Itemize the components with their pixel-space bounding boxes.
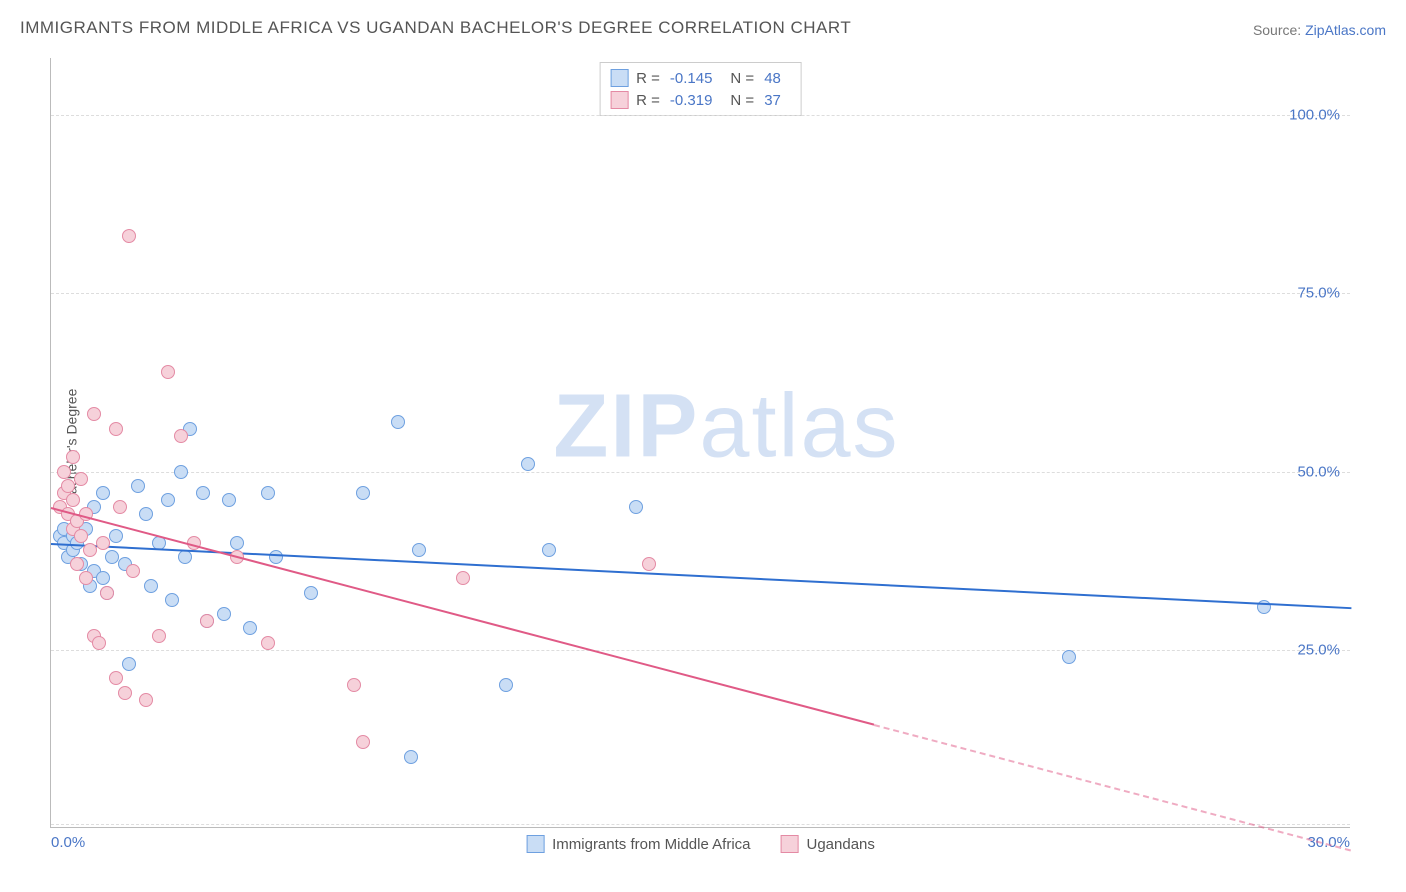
data-point: [347, 678, 361, 692]
r-label: R =: [636, 92, 660, 109]
y-tick-label: 50.0%: [1297, 463, 1340, 480]
data-point: [109, 529, 123, 543]
r-value: -0.319: [670, 92, 713, 109]
legend-swatch: [526, 835, 544, 853]
scatter-plot: ZIPatlas R =-0.145N =48R =-0.319N =37 Im…: [50, 58, 1350, 828]
data-point: [499, 678, 513, 692]
legend-item: Ugandans: [781, 835, 875, 853]
data-point: [178, 550, 192, 564]
data-point: [165, 593, 179, 607]
data-point: [261, 486, 275, 500]
r-label: R =: [636, 70, 660, 87]
trend-line: [51, 507, 875, 726]
watermark-zip: ZIP: [553, 377, 699, 477]
data-point: [92, 636, 106, 650]
data-point: [96, 486, 110, 500]
gridline: [51, 824, 1350, 825]
data-point: [96, 571, 110, 585]
legend-swatch: [610, 91, 628, 109]
source-attribution: Source: ZipAtlas.com: [1253, 22, 1386, 38]
gridline: [51, 115, 1350, 116]
data-point: [230, 536, 244, 550]
data-point: [79, 571, 93, 585]
data-point: [217, 607, 231, 621]
legend-label: Ugandans: [807, 836, 875, 853]
n-value: 37: [764, 92, 781, 109]
source-label: Source:: [1253, 22, 1301, 38]
data-point: [404, 750, 418, 764]
trend-line: [874, 724, 1351, 851]
data-point: [144, 579, 158, 593]
legend-series: Immigrants from Middle Africa Ugandans: [526, 835, 875, 853]
data-point: [200, 614, 214, 628]
data-point: [109, 422, 123, 436]
y-tick-label: 25.0%: [1297, 641, 1340, 658]
data-point: [412, 543, 426, 557]
watermark-atlas: atlas: [699, 377, 899, 477]
legend-label: Immigrants from Middle Africa: [552, 836, 750, 853]
data-point: [222, 493, 236, 507]
data-point: [456, 571, 470, 585]
data-point: [113, 500, 127, 514]
data-point: [304, 586, 318, 600]
data-point: [261, 636, 275, 650]
data-point: [196, 486, 210, 500]
n-label: N =: [730, 92, 754, 109]
legend-swatch: [781, 835, 799, 853]
data-point: [139, 507, 153, 521]
legend-stats: R = -0.145 N = 48 R = -0.319 N = 37: [599, 62, 802, 116]
data-point: [96, 536, 110, 550]
data-point: [66, 450, 80, 464]
data-point: [87, 407, 101, 421]
legend-swatch: [610, 69, 628, 87]
watermark: ZIPatlas: [553, 376, 899, 479]
trend-line: [51, 543, 1351, 609]
data-point: [391, 415, 405, 429]
data-point: [1062, 650, 1076, 664]
data-point: [122, 657, 136, 671]
chart-title: IMMIGRANTS FROM MIDDLE AFRICA VS UGANDAN…: [20, 18, 851, 38]
legend-stat-row: R = -0.319 N = 37: [610, 89, 791, 111]
data-point: [66, 493, 80, 507]
data-point: [269, 550, 283, 564]
x-tick-label: 0.0%: [51, 834, 85, 851]
y-tick-label: 75.0%: [1297, 285, 1340, 302]
data-point: [74, 472, 88, 486]
data-point: [642, 557, 656, 571]
gridline: [51, 472, 1350, 473]
data-point: [139, 693, 153, 707]
data-point: [174, 465, 188, 479]
r-value: -0.145: [670, 70, 713, 87]
data-point: [122, 229, 136, 243]
n-label: N =: [730, 70, 754, 87]
data-point: [161, 365, 175, 379]
data-point: [356, 486, 370, 500]
data-point: [118, 686, 132, 700]
n-value: 48: [764, 70, 781, 87]
data-point: [243, 621, 257, 635]
data-point: [109, 671, 123, 685]
data-point: [131, 479, 145, 493]
legend-item: Immigrants from Middle Africa: [526, 835, 750, 853]
data-point: [57, 465, 71, 479]
data-point: [521, 457, 535, 471]
legend-stat-row: R = -0.145 N = 48: [610, 67, 791, 89]
data-point: [629, 500, 643, 514]
data-point: [356, 735, 370, 749]
data-point: [74, 529, 88, 543]
gridline: [51, 650, 1350, 651]
data-point: [126, 564, 140, 578]
data-point: [83, 543, 97, 557]
y-tick-label: 100.0%: [1289, 107, 1340, 124]
gridline: [51, 293, 1350, 294]
data-point: [100, 586, 114, 600]
data-point: [152, 629, 166, 643]
source-link[interactable]: ZipAtlas.com: [1305, 22, 1386, 38]
data-point: [61, 479, 75, 493]
data-point: [105, 550, 119, 564]
data-point: [174, 429, 188, 443]
data-point: [70, 557, 84, 571]
data-point: [161, 493, 175, 507]
data-point: [542, 543, 556, 557]
